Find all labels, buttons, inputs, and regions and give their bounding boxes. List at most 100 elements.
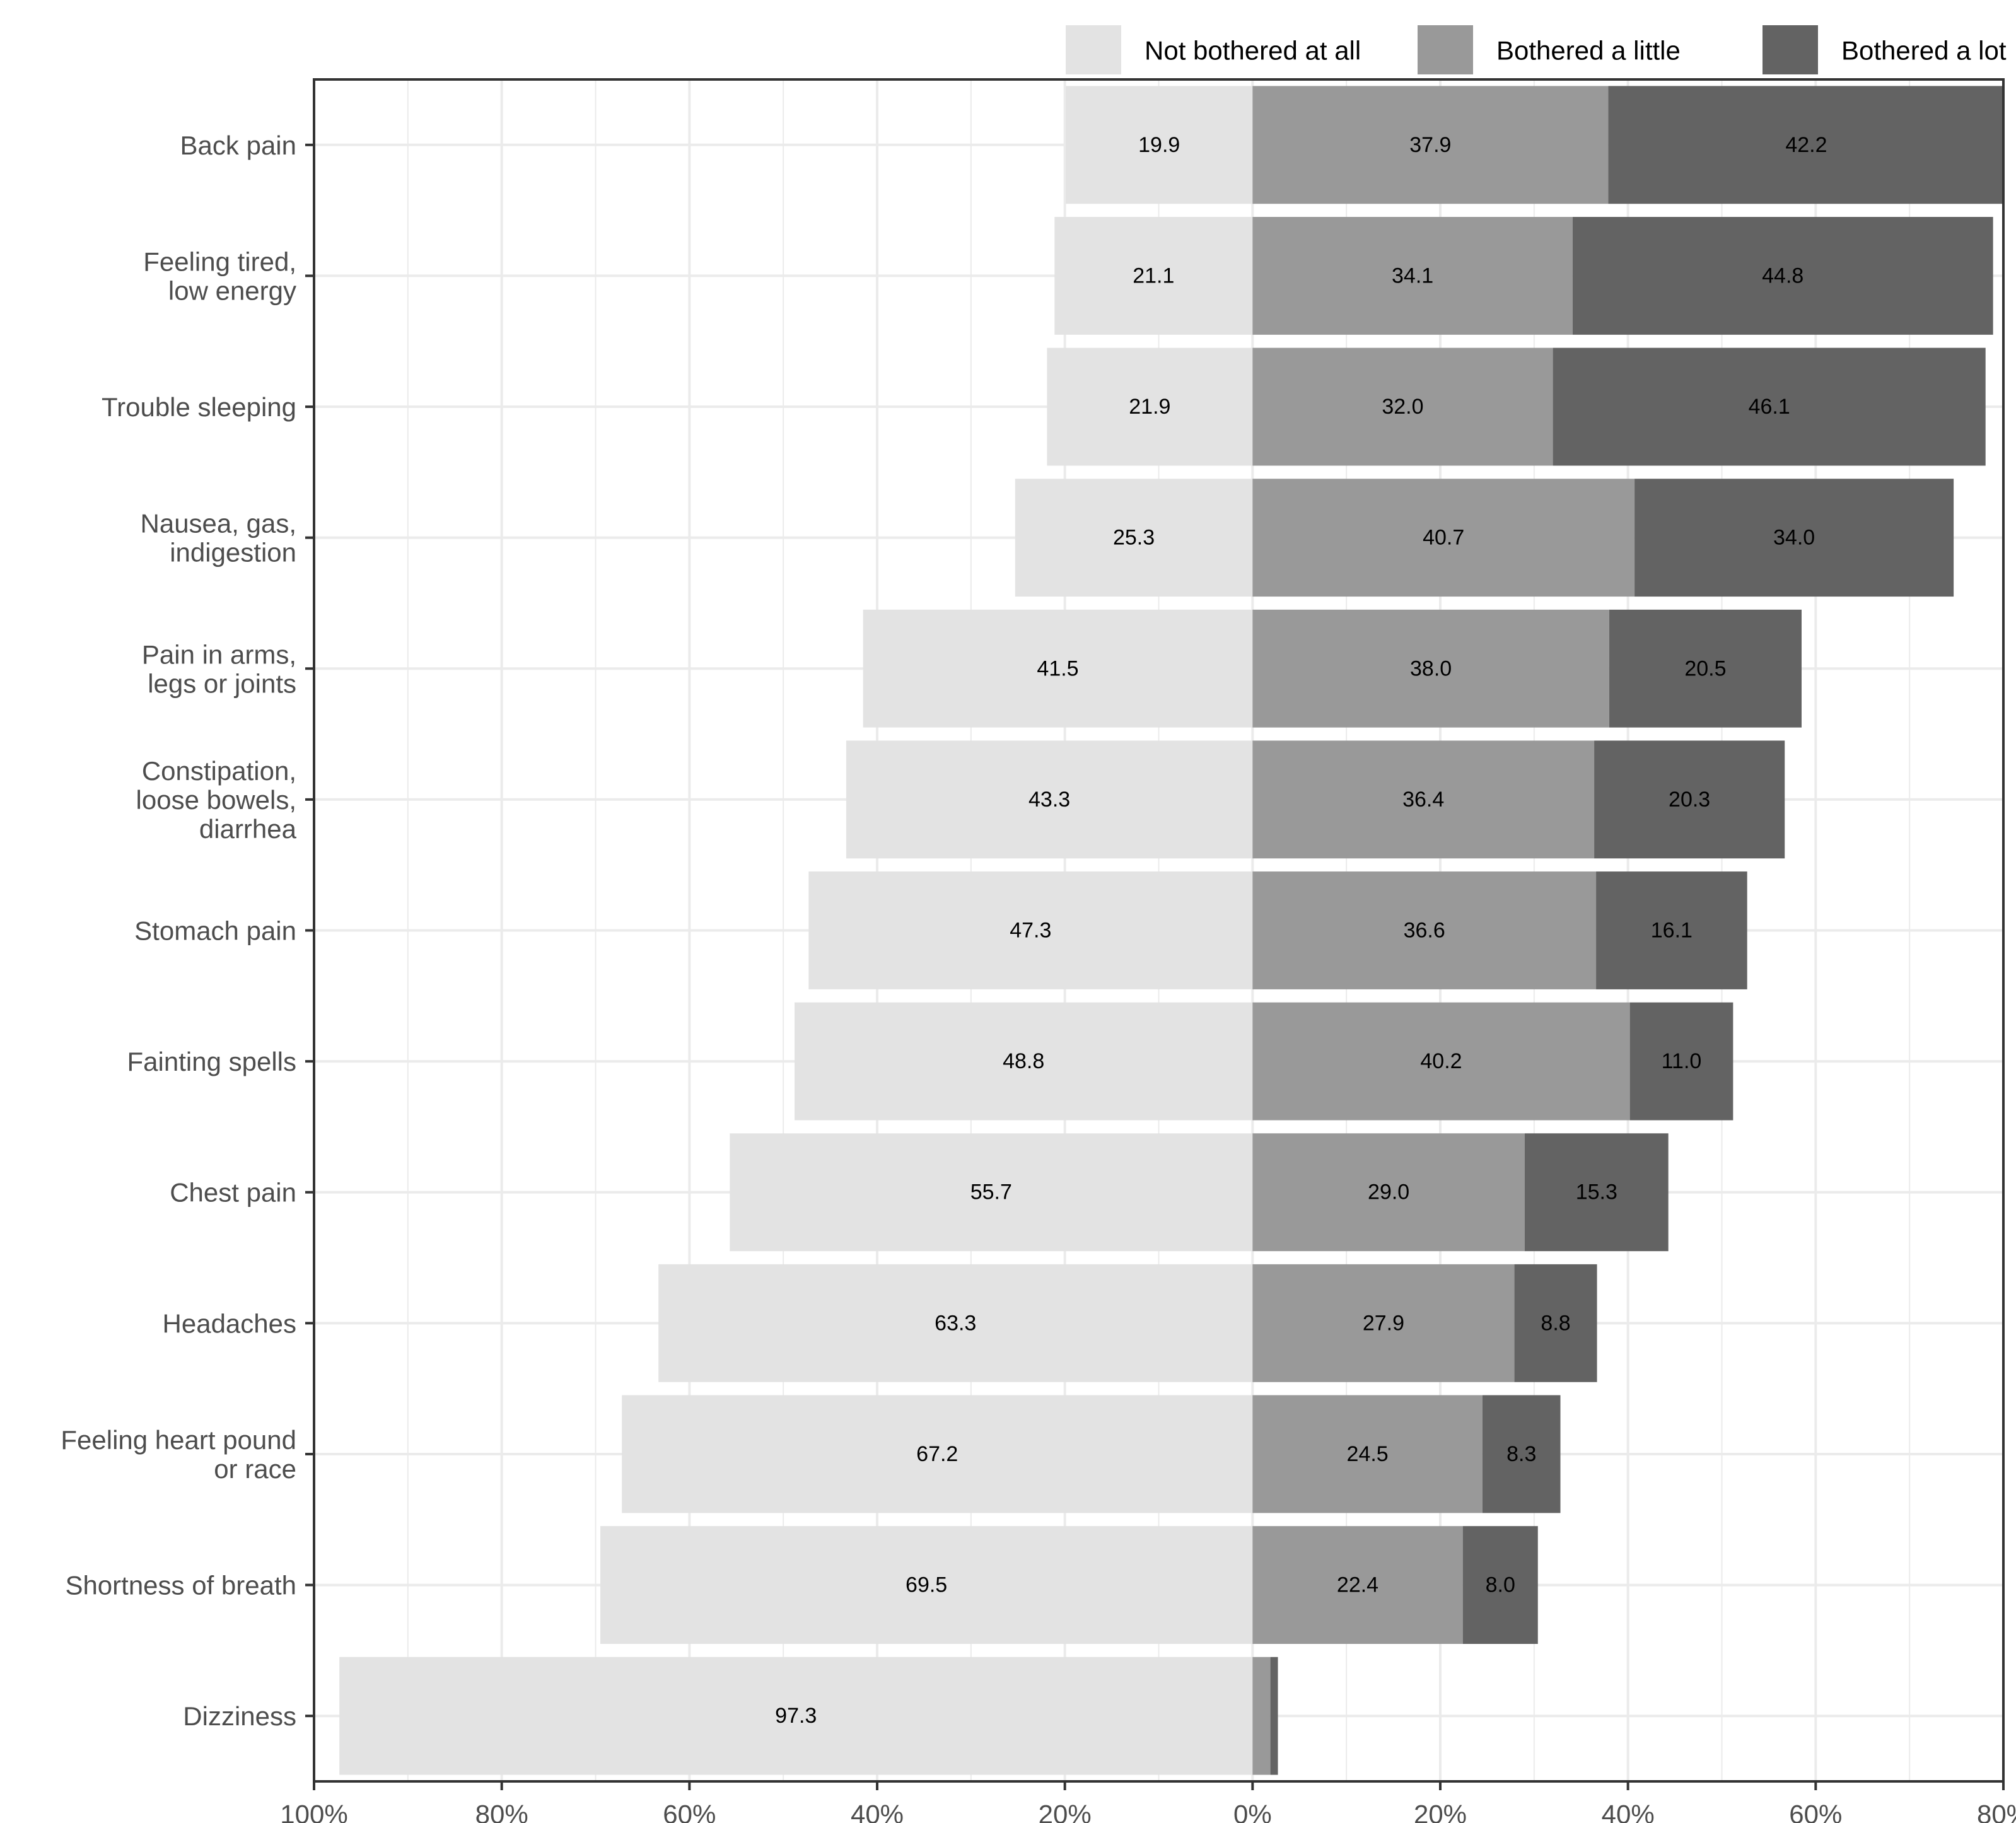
category-label-line: or race [214, 1453, 296, 1483]
x-tick-label: 20% [1414, 1800, 1467, 1823]
bar-value-label: 36.6 [1404, 919, 1445, 943]
bar-value-label: 55.7 [970, 1180, 1012, 1204]
category-label-line: Shortness of breath [65, 1570, 296, 1600]
x-tick-label: 60% [1789, 1800, 1842, 1823]
bar-not-bothered-at-all [808, 871, 1253, 989]
category-label: Headaches [163, 1308, 296, 1338]
bar-bothered-a-little [1252, 216, 1573, 335]
y-axis: Back pain Feeling tired, low energy Trouble… [61, 130, 314, 1731]
category-label: Fainting spells [127, 1047, 296, 1076]
x-tick-label: 60% [663, 1800, 716, 1823]
category-label-line: Feeling tired, [143, 247, 296, 276]
bar-value-label: 29.0 [1368, 1180, 1409, 1204]
category-label-line: Back pain [180, 130, 296, 160]
bar-value-label: 16.1 [1651, 919, 1693, 943]
category-label-line: Headaches [163, 1308, 296, 1338]
bar-value-label: 40.2 [1420, 1049, 1462, 1073]
bar-value-label: 69.5 [906, 1573, 947, 1597]
bar-value-label: 19.9 [1138, 133, 1180, 157]
bar-value-label: 8.8 [1541, 1311, 1570, 1335]
category-label-line: diarrhea [199, 813, 297, 843]
bar-value-label: 27.9 [1363, 1311, 1404, 1335]
bar-not-bothered-at-all [1015, 479, 1253, 597]
bar-not-bothered-at-all [846, 740, 1253, 859]
bar-value-label: 63.3 [935, 1311, 976, 1335]
legend-swatch-bothered-a-little [1418, 25, 1473, 74]
category-label: Dizziness [183, 1701, 296, 1731]
x-tick-label: 80% [1977, 1800, 2016, 1823]
legend-label: Bothered a little [1496, 36, 1681, 66]
x-tick-label: 40% [1602, 1800, 1655, 1823]
category-label: Chest pain [170, 1177, 296, 1207]
bar-bothered-a-little [1252, 479, 1635, 597]
bar-value-labels: 19.9 37.9 42.2 21.1 34.1 44.8 21.9 32.0 46.1 25.3… [775, 133, 1827, 1728]
bar-value-label: 40.7 [1423, 526, 1464, 550]
bar-bothered-a-little [1252, 1395, 1483, 1513]
bar-value-label: 47.3 [1010, 919, 1051, 943]
category-label: Feeling tired, low energy [143, 247, 296, 305]
bar-value-label: 36.4 [1402, 788, 1444, 812]
bar-bothered-a-lot [1596, 871, 1747, 989]
bar-bothered-a-lot [1553, 347, 1986, 466]
bar-not-bothered-at-all [1054, 216, 1253, 335]
bar-value-label: 15.3 [1576, 1180, 1617, 1204]
bar-bothered-a-little [1252, 609, 1609, 728]
bar-value-label: 34.0 [1773, 526, 1815, 550]
bar-not-bothered-at-all [339, 1657, 1253, 1775]
category-label-line: low energy [168, 276, 296, 305]
category-label-line: Pain in arms, [142, 639, 296, 669]
x-tick-label: 100% [280, 1800, 347, 1823]
category-label: Nausea, gas, indigestion [141, 508, 297, 567]
category-label-line: Trouble sleeping [102, 392, 296, 422]
category-label-line: Stomach pain [134, 916, 296, 945]
category-label-line: Chest pain [170, 1177, 296, 1207]
category-label: Trouble sleeping [102, 392, 296, 422]
bar-value-label: 32.0 [1382, 395, 1423, 419]
bar-value-label: 8.3 [1506, 1442, 1536, 1466]
bar-bothered-a-lot [1514, 1264, 1597, 1382]
x-tick-label: 80% [475, 1800, 528, 1823]
bar-bothered-a-little [1252, 871, 1597, 989]
bar-bothered-a-lot [1609, 609, 1802, 728]
legend-swatch-bothered-a-lot [1763, 25, 1818, 74]
category-label: Pain in arms, legs or joints [142, 639, 296, 698]
bar-value-label: 20.3 [1669, 788, 1710, 812]
bar-not-bothered-at-all [795, 1002, 1253, 1121]
category-label-line: Constipation, [142, 755, 296, 785]
bar-bothered-a-little [1252, 1526, 1463, 1645]
bar-value-label: 8.0 [1486, 1573, 1515, 1597]
bar-bothered-a-lot [1594, 740, 1785, 859]
bar-bothered-a-little [1252, 1002, 1630, 1121]
bar-bothered-a-lot [1629, 1002, 1733, 1121]
bar-bothered-a-lot [1462, 1526, 1538, 1645]
bar-not-bothered-at-all [730, 1133, 1253, 1252]
x-tick-label: 0% [1233, 1800, 1272, 1823]
bar-value-label: 21.9 [1129, 395, 1170, 419]
bar-value-label: 38.0 [1410, 656, 1452, 680]
category-label: Shortness of breath [65, 1570, 296, 1600]
category-label-line: legs or joints [148, 668, 296, 698]
bar-value-label: 44.8 [1762, 264, 1803, 288]
bar-bothered-a-little [1252, 347, 1553, 466]
category-label-line: Fainting spells [127, 1047, 296, 1076]
bar-value-label: 41.5 [1037, 656, 1078, 680]
category-label-line: Feeling heart pound [61, 1424, 296, 1454]
bar-value-label: 20.5 [1684, 656, 1726, 680]
bars [339, 86, 2005, 1775]
bar-not-bothered-at-all [1047, 347, 1253, 466]
bar-bothered-a-lot [1482, 1395, 1561, 1513]
bar-value-label: 37.9 [1409, 133, 1451, 157]
legend-swatch-not-bothered-at-all [1066, 25, 1121, 74]
bar-value-label: 43.3 [1028, 788, 1070, 812]
bar-not-bothered-at-all [600, 1526, 1253, 1645]
bar-bothered-a-lot [1270, 1657, 1278, 1775]
bar-value-label: 11.0 [1662, 1049, 1702, 1073]
bar-bothered-a-lot [1524, 1133, 1669, 1252]
bar-not-bothered-at-all [622, 1395, 1253, 1513]
bar-value-label: 42.2 [1785, 133, 1827, 157]
legend-label: Not bothered at all [1145, 36, 1361, 66]
legend: Not bothered at all Bothered a little Both… [1066, 25, 2007, 74]
bar-value-label: 25.3 [1113, 526, 1155, 550]
bar-bothered-a-little [1252, 1133, 1525, 1252]
